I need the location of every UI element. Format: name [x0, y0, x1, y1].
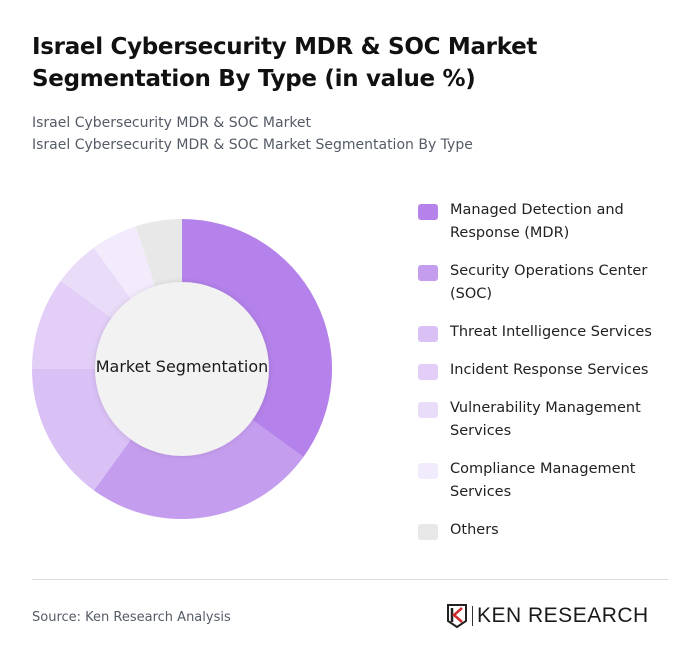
legend-item: Incident Response Services: [418, 359, 678, 382]
chart-title: Israel Cybersecurity MDR & SOC Market Se…: [32, 34, 538, 92]
ken-research-logo: KEN RESEARCH: [446, 603, 649, 629]
subtitle-line-1: Israel Cybersecurity MDR & SOC Market: [32, 115, 312, 131]
legend-swatch: [418, 402, 438, 418]
legend-item: Others: [418, 519, 678, 542]
legend-label: Vulnerability Management Services: [450, 400, 641, 439]
chart-subtitle: Israel Cybersecurity MDR & SOC Market Is…: [32, 112, 473, 156]
legend-swatch: [418, 463, 438, 479]
ken-shield-icon: [447, 604, 467, 629]
legend-label: Compliance Management Services: [450, 461, 636, 500]
source-note: Source: Ken Research Analysis: [32, 610, 231, 625]
legend-swatch: [418, 326, 438, 342]
legend-swatch: [418, 265, 438, 281]
legend-label: Threat Intelligence Services: [450, 324, 652, 340]
legend-label: Security Operations Center (SOC): [450, 263, 648, 302]
logo-separator: [472, 606, 473, 626]
legend-item: Security Operations Center (SOC): [418, 260, 678, 306]
legend-label: Managed Detection and Response (MDR): [450, 202, 624, 241]
legend-swatch: [418, 524, 438, 540]
legend-label: Others: [450, 522, 499, 538]
legend-item: Managed Detection and Response (MDR): [418, 199, 678, 245]
legend-label: Incident Response Services: [450, 362, 649, 378]
legend-swatch: [418, 364, 438, 380]
chart-legend: Managed Detection and Response (MDR) Secu…: [418, 199, 678, 557]
legend-item: Threat Intelligence Services: [418, 321, 678, 344]
logo-text: KEN RESEARCH: [477, 604, 649, 627]
donut-chart: [32, 219, 332, 519]
subtitle-line-2: Israel Cybersecurity MDR & SOC Market Se…: [32, 137, 473, 153]
legend-item: Compliance Management Services: [418, 458, 678, 504]
legend-item: Vulnerability Management Services: [418, 397, 678, 443]
donut-center: [95, 282, 269, 456]
footer-divider: [32, 579, 668, 580]
legend-swatch: [418, 204, 438, 220]
donut-center-label: Market Segmentation: [95, 357, 269, 376]
